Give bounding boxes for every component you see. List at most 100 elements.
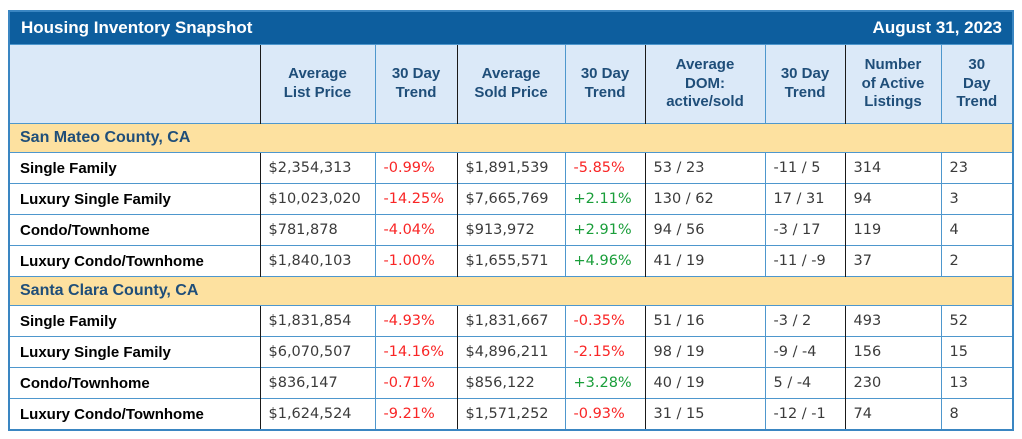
cell-list_trend: -14.25% bbox=[374, 183, 457, 215]
cell-sold_trend: +4.96% bbox=[564, 245, 645, 277]
cell-listings_trend: 3 bbox=[940, 183, 1012, 215]
col-header-line: 30 Day bbox=[391, 65, 441, 83]
table-row: Single Family $1,831,854 -4.93% $1,831,667-… bbox=[10, 305, 1012, 337]
cell-avg_list_price: $1,624,524 bbox=[259, 398, 375, 429]
col-header-line: Trend bbox=[956, 93, 998, 111]
cell-active_listings: 119 bbox=[844, 214, 941, 246]
cell-sold_trend: -5.85% bbox=[564, 152, 645, 184]
cell-avg_sold_price: $1,571,252 bbox=[456, 398, 565, 429]
cell-list_trend: -1.00% bbox=[374, 245, 457, 277]
table-body: San Mateo County, CA Single Family $2,354,… bbox=[10, 123, 1012, 429]
row-label: Single Family bbox=[10, 305, 260, 337]
row-label: Luxury Condo/Townhome bbox=[10, 398, 260, 429]
cell-avg_sold_price: $7,665,769 bbox=[456, 183, 565, 215]
col-header-line: 30 Day bbox=[580, 65, 630, 83]
cell-list_trend: -0.71% bbox=[374, 367, 457, 399]
inventory-table: Average List Price 30 Day Trend Average Sold … bbox=[10, 44, 1012, 429]
col-header-line: Day bbox=[962, 74, 991, 92]
cell-listings_trend: 15 bbox=[940, 336, 1012, 368]
cell-dom: 94 / 56 bbox=[644, 214, 765, 246]
cell-listings_trend: 13 bbox=[940, 367, 1012, 399]
col-header-line: Trend bbox=[784, 84, 826, 101]
table-row: Luxury Single Family $10,023,020 -14.25% $7… bbox=[10, 183, 1012, 215]
cell-sold_trend: +2.91% bbox=[564, 214, 645, 246]
cell-avg_sold_price: $4,896,211 bbox=[456, 336, 565, 368]
table-row: Luxury Single Family $6,070,507 -14.16% $4,… bbox=[10, 336, 1012, 368]
cell-avg_list_price: $10,023,020 bbox=[259, 183, 375, 215]
cell-list_trend: -0.99% bbox=[374, 152, 457, 184]
cell-active_listings: 74 bbox=[844, 398, 941, 429]
cell-active_listings: 94 bbox=[844, 183, 941, 215]
col-header-avg_list_price: Average List Price bbox=[259, 44, 375, 124]
cell-list_trend: -4.04% bbox=[374, 214, 457, 246]
cell-dom: 51 / 16 bbox=[644, 305, 765, 337]
cell-avg_list_price: $1,840,103 bbox=[259, 245, 375, 277]
cell-listings_trend: 23 bbox=[940, 152, 1012, 184]
cell-avg_sold_price: $913,972 bbox=[456, 214, 565, 246]
cell-sold_trend: -0.35% bbox=[564, 305, 645, 337]
cell-dom: 53 / 23 bbox=[644, 152, 765, 184]
cell-avg_list_price: $2,354,313 bbox=[259, 152, 375, 184]
row-label: Luxury Condo/Townhome bbox=[10, 245, 260, 277]
cell-active_listings: 230 bbox=[844, 367, 941, 399]
col-header-listings_trend: 30 Day Trend bbox=[940, 44, 1012, 124]
col-header-list_trend: 30 Day Trend bbox=[374, 44, 457, 124]
col-header-active_listings: Number of Active Listings bbox=[844, 44, 941, 124]
table-row: Condo/Townhome $836,147 -0.71% $856,122 +3.2… bbox=[10, 367, 1012, 399]
cell-avg_sold_price: $1,891,539 bbox=[456, 152, 565, 184]
table-row: Single Family $2,354,313 -0.99% $1,891,539-… bbox=[10, 152, 1012, 184]
cell-avg_sold_price: $1,655,571 bbox=[456, 245, 565, 277]
cell-dom: 98 / 19 bbox=[644, 336, 765, 368]
title-bar: Housing Inventory Snapshot August 31, 20… bbox=[10, 12, 1012, 44]
cell-active_listings: 493 bbox=[844, 305, 941, 337]
cell-avg_sold_price: $856,122 bbox=[456, 367, 565, 399]
cell-dom: 130 / 62 bbox=[644, 183, 765, 215]
section-row: San Mateo County, CA bbox=[10, 123, 1012, 153]
row-label: Luxury Single Family bbox=[10, 183, 260, 215]
col-header-line: 30 Day bbox=[780, 65, 830, 83]
cell-sold_trend: +2.11% bbox=[564, 183, 645, 215]
row-label: Condo/Townhome bbox=[10, 367, 260, 399]
table-row: Luxury Condo/Townhome $1,624,524 -9.21% $1,… bbox=[10, 398, 1012, 429]
section-row: Santa Clara County, CA bbox=[10, 276, 1012, 306]
col-header-line: Sold Price bbox=[474, 84, 548, 101]
report-date: August 31, 2023 bbox=[872, 18, 1002, 37]
cell-listings_trend: 52 bbox=[940, 305, 1012, 337]
cell-dom: 41 / 19 bbox=[644, 245, 765, 277]
cell-dom_trend: -3 / 17 bbox=[764, 214, 845, 246]
cell-active_listings: 156 bbox=[844, 336, 941, 368]
row-label: Luxury Single Family bbox=[10, 336, 260, 368]
section-header: Santa Clara County, CA bbox=[10, 276, 1012, 306]
col-header-line: Trend bbox=[584, 84, 626, 101]
cell-dom: 40 / 19 bbox=[644, 367, 765, 399]
cell-dom_trend: 17 / 31 bbox=[764, 183, 845, 215]
col-header-line: Average bbox=[288, 65, 347, 83]
page-title: Housing Inventory Snapshot bbox=[21, 18, 253, 37]
col-header-line: DOM: bbox=[685, 74, 725, 92]
cell-listings_trend: 2 bbox=[940, 245, 1012, 277]
housing-inventory-table: Housing Inventory Snapshot August 31, 20… bbox=[8, 10, 1014, 431]
cell-listings_trend: 8 bbox=[940, 398, 1012, 429]
cell-sold_trend: -2.15% bbox=[564, 336, 645, 368]
row-label: Condo/Townhome bbox=[10, 214, 260, 246]
cell-list_trend: -4.93% bbox=[374, 305, 457, 337]
cell-sold_trend: +3.28% bbox=[564, 367, 645, 399]
header-row: Average List Price 30 Day Trend Average Sold … bbox=[10, 44, 1012, 124]
cell-dom_trend: -3 / 2 bbox=[764, 305, 845, 337]
row-label: Single Family bbox=[10, 152, 260, 184]
col-header-avg_sold_price: Average Sold Price bbox=[456, 44, 565, 124]
cell-avg_list_price: $1,831,854 bbox=[259, 305, 375, 337]
cell-dom_trend: -9 / -4 bbox=[764, 336, 845, 368]
table-row: Condo/Townhome $781,878 -4.04% $913,972 +2.9… bbox=[10, 214, 1012, 246]
col-header-line: Listings bbox=[864, 93, 922, 111]
col-header-dom: Average DOM: active/sold bbox=[644, 44, 765, 124]
col-header-dom_trend: 30 Day Trend bbox=[764, 44, 845, 124]
column-header-row: Average List Price 30 Day Trend Average Sold … bbox=[10, 44, 1012, 124]
table-row: Luxury Condo/Townhome $1,840,103 -1.00% $1,… bbox=[10, 245, 1012, 277]
col-header-property_type bbox=[10, 44, 260, 124]
cell-list_trend: -9.21% bbox=[374, 398, 457, 429]
cell-active_listings: 37 bbox=[844, 245, 941, 277]
cell-dom_trend: 5 / -4 bbox=[764, 367, 845, 399]
cell-dom: 31 / 15 bbox=[644, 398, 765, 429]
cell-avg_list_price: $6,070,507 bbox=[259, 336, 375, 368]
